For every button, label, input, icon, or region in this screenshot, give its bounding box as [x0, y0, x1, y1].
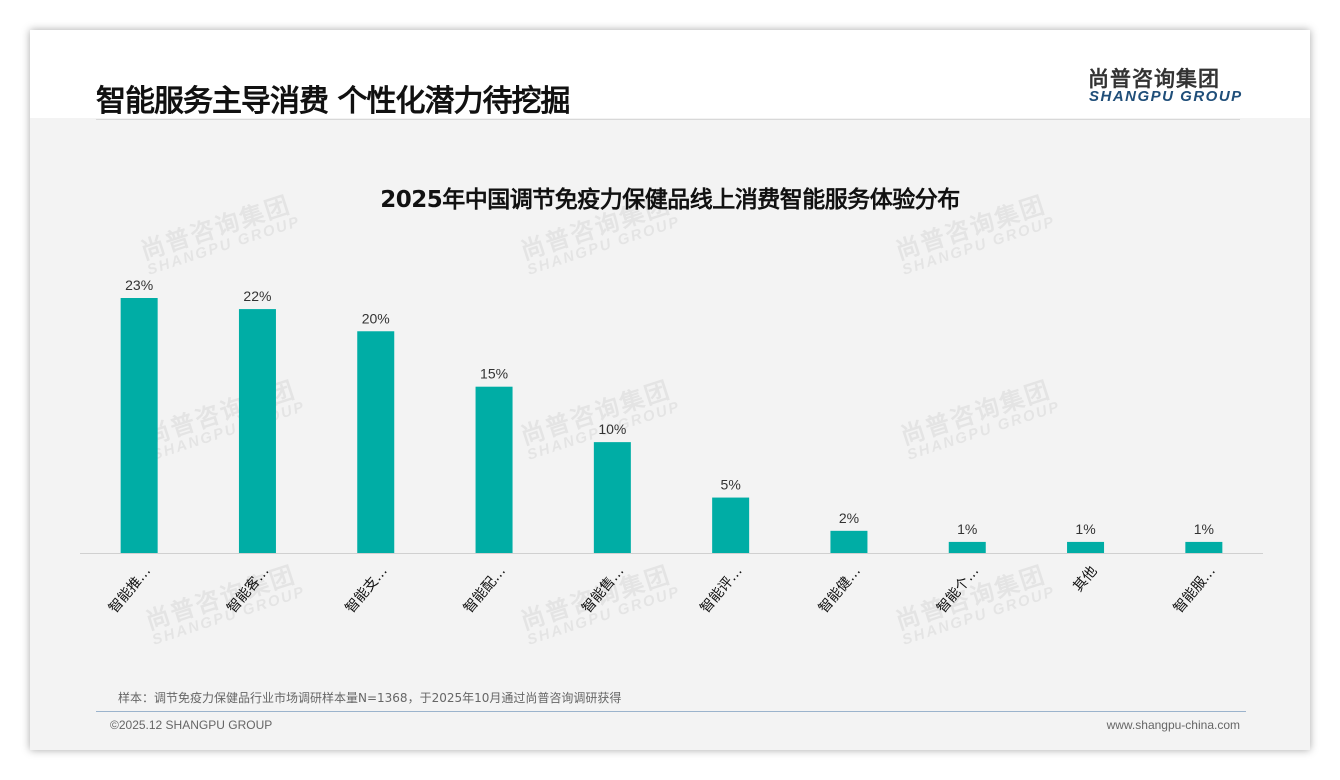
- data-label: 1%: [957, 521, 977, 537]
- x-tick-label: 智能售…: [579, 563, 627, 616]
- data-label: 23%: [125, 277, 153, 293]
- header-divider: [96, 119, 1240, 120]
- bar: [948, 541, 986, 553]
- website-link[interactable]: www.shangpu-china.com: [1106, 718, 1240, 732]
- bar: [120, 298, 158, 553]
- chart-title: 2025年中国调节免疫力保健品线上消费智能服务体验分布: [380, 187, 960, 213]
- data-label: 5%: [721, 477, 741, 493]
- x-tick-label: 其他: [1070, 563, 1100, 595]
- data-label: 1%: [1075, 521, 1095, 537]
- bar: [1067, 541, 1105, 553]
- page-title: 智能服务主导消费 个性化潜力待挖掘: [96, 84, 570, 119]
- bar-chart: 23% 智能推… 22% 智能客… 20% 智能支… 15% 智能配… 10% 智能售… 5% 智能评…: [80, 277, 1263, 617]
- bar: [830, 530, 868, 553]
- x-tick-label: 智能健…: [816, 563, 864, 616]
- data-label: 10%: [598, 421, 626, 437]
- x-tick-label: 智能支…: [343, 563, 391, 616]
- data-label: 20%: [362, 310, 390, 326]
- logo-en: SHANGPU GROUP: [1089, 88, 1243, 105]
- data-label: 1%: [1194, 521, 1214, 537]
- header: [30, 30, 1310, 118]
- x-tick-label: 智能评…: [697, 563, 745, 616]
- sample-note: 样本：调节免疫力保健品行业市场调研样本量N=1368，于2025年10月通过尚普…: [118, 691, 622, 705]
- copyright: ©2025.12 SHANGPU GROUP: [110, 718, 273, 732]
- bar: [475, 386, 513, 553]
- bar: [593, 442, 631, 553]
- data-label: 22%: [243, 288, 271, 304]
- bar: [1185, 541, 1223, 553]
- bar: [238, 309, 276, 553]
- bar: [357, 331, 395, 553]
- footer-divider: [96, 711, 1246, 712]
- data-label: 15%: [480, 366, 508, 382]
- x-tick-label: 智能服…: [1171, 563, 1219, 616]
- x-tick-label: 智能推…: [106, 563, 154, 616]
- logo-cn: 尚普咨询集团: [1088, 67, 1220, 91]
- x-tick-label: 智能个…: [934, 563, 982, 616]
- bar: [712, 497, 750, 553]
- data-label: 2%: [839, 510, 859, 526]
- x-tick-label: 智能配…: [461, 563, 509, 616]
- slide: 智能服务主导消费 个性化潜力待挖掘 尚普咨询集团 SHANGPU GROUP 尚…: [30, 30, 1310, 750]
- x-tick-label: 智能客…: [223, 563, 272, 617]
